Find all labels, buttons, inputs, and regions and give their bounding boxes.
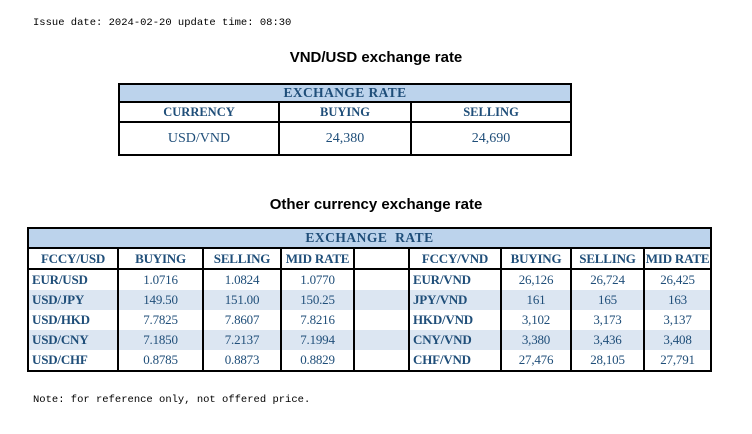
col-header-midrate-usd: MID RATE (280, 247, 355, 270)
midrate-cell: 27,791 (642, 350, 713, 371)
currency-pair-cell: USD/VND (118, 121, 280, 156)
midrate-cell: 7.8216 (280, 310, 355, 330)
midrate-cell: 7.1994 (280, 330, 355, 350)
buying-cell: 149.50 (117, 290, 204, 310)
gap-cell (353, 290, 410, 310)
col-header-buying-vnd: BUYING (500, 247, 572, 270)
buying-cell: 7.1850 (117, 330, 204, 350)
midrate-cell: 0.8829 (280, 350, 355, 371)
col-header-currency: CURRENCY (118, 101, 280, 123)
selling-cell: 3,436 (570, 330, 645, 350)
pair-cell: CNY/VND (408, 330, 502, 350)
rate-row-cny: USD/CNY 7.1850 7.2137 7.1994 CNY/VND 3,3… (27, 330, 713, 350)
col-header-selling: SELLING (409, 101, 573, 123)
selling-cell: 0.8873 (202, 350, 282, 371)
pair-cell: EUR/USD (27, 269, 119, 290)
pair-cell: JPY/VND (408, 290, 502, 310)
other-table-title: Other currency exchange rate (269, 196, 483, 213)
selling-rate-cell: 24,690 (409, 121, 573, 156)
gap-cell (353, 310, 410, 330)
pair-cell: USD/CHF (27, 350, 119, 371)
buying-cell: 0.8785 (117, 350, 204, 371)
usd-table-title: VND/USD exchange rate (289, 49, 463, 66)
col-header-fccy-usd: FCCY/USD (27, 247, 119, 270)
usd-vnd-row: USD/VND 24,380 24,690 (118, 121, 573, 156)
pair-cell: EUR/VND (408, 269, 502, 290)
col-header-midrate-vnd: MID RATE (642, 247, 713, 270)
issue-date-text: Issue date: 2024-02-20 update time: 08:3… (33, 17, 292, 29)
selling-cell: 151.00 (202, 290, 282, 310)
gap-cell (353, 330, 410, 350)
midrate-cell: 26,425 (642, 269, 713, 290)
midrate-cell: 3,137 (642, 310, 713, 330)
midrate-cell: 150.25 (280, 290, 355, 310)
selling-cell: 165 (570, 290, 645, 310)
usd-table-header-row: CURRENCY BUYING SELLING (118, 101, 573, 123)
rate-row-hkd: USD/HKD 7.7825 7.8607 7.8216 HKD/VND 3,1… (27, 310, 713, 330)
buying-cell: 27,476 (500, 350, 572, 371)
gap-header-cell (353, 247, 410, 270)
rate-row-jpy: USD/JPY 149.50 151.00 150.25 JPY/VND 161… (27, 290, 713, 310)
buying-cell: 161 (500, 290, 572, 310)
selling-cell: 7.8607 (202, 310, 282, 330)
usd-table-band-label: EXCHANGE RATE (117, 83, 573, 103)
buying-cell: 26,126 (500, 269, 572, 290)
other-table-header-row: FCCY/USD BUYING SELLING MID RATE FCCY/VN… (27, 247, 713, 270)
pair-cell: USD/CNY (27, 330, 119, 350)
midrate-cell: 163 (642, 290, 713, 310)
gap-cell (353, 350, 410, 371)
selling-cell: 1.0824 (202, 269, 282, 290)
usd-exchange-table: EXCHANGE RATE CURRENCY BUYING SELLING US… (117, 83, 573, 156)
col-header-selling-vnd: SELLING (570, 247, 645, 270)
selling-cell: 3,173 (570, 310, 645, 330)
buying-cell: 3,380 (500, 330, 572, 350)
buying-rate-cell: 24,380 (278, 121, 412, 156)
col-header-buying-usd: BUYING (117, 247, 204, 270)
pair-cell: USD/JPY (27, 290, 119, 310)
rate-row-eur: EUR/USD 1.0716 1.0824 1.0770 EUR/VND 26,… (27, 269, 713, 290)
buying-cell: 1.0716 (117, 269, 204, 290)
buying-cell: 7.7825 (117, 310, 204, 330)
usd-table-band-row: EXCHANGE RATE (117, 83, 573, 103)
note-text: Note: for reference only, not offered pr… (33, 394, 311, 406)
buying-cell: 3,102 (500, 310, 572, 330)
midrate-cell: 3,408 (642, 330, 713, 350)
pair-cell: HKD/VND (408, 310, 502, 330)
other-table-band-label: EXCHANGE RATE (26, 227, 713, 249)
gap-cell (353, 269, 410, 290)
col-header-fccy-vnd: FCCY/VND (408, 247, 502, 270)
col-header-selling-usd: SELLING (202, 247, 282, 270)
rate-row-chf: USD/CHF 0.8785 0.8873 0.8829 CHF/VND 27,… (27, 350, 713, 371)
selling-cell: 7.2137 (202, 330, 282, 350)
col-header-buying: BUYING (278, 101, 412, 123)
selling-cell: 28,105 (570, 350, 645, 371)
pair-cell: CHF/VND (408, 350, 502, 371)
selling-cell: 26,724 (570, 269, 645, 290)
midrate-cell: 1.0770 (280, 269, 355, 290)
other-table-band-row: EXCHANGE RATE (26, 227, 713, 249)
other-exchange-table: EXCHANGE RATE FCCY/USD BUYING SELLING MI… (26, 227, 713, 372)
pair-cell: USD/HKD (27, 310, 119, 330)
